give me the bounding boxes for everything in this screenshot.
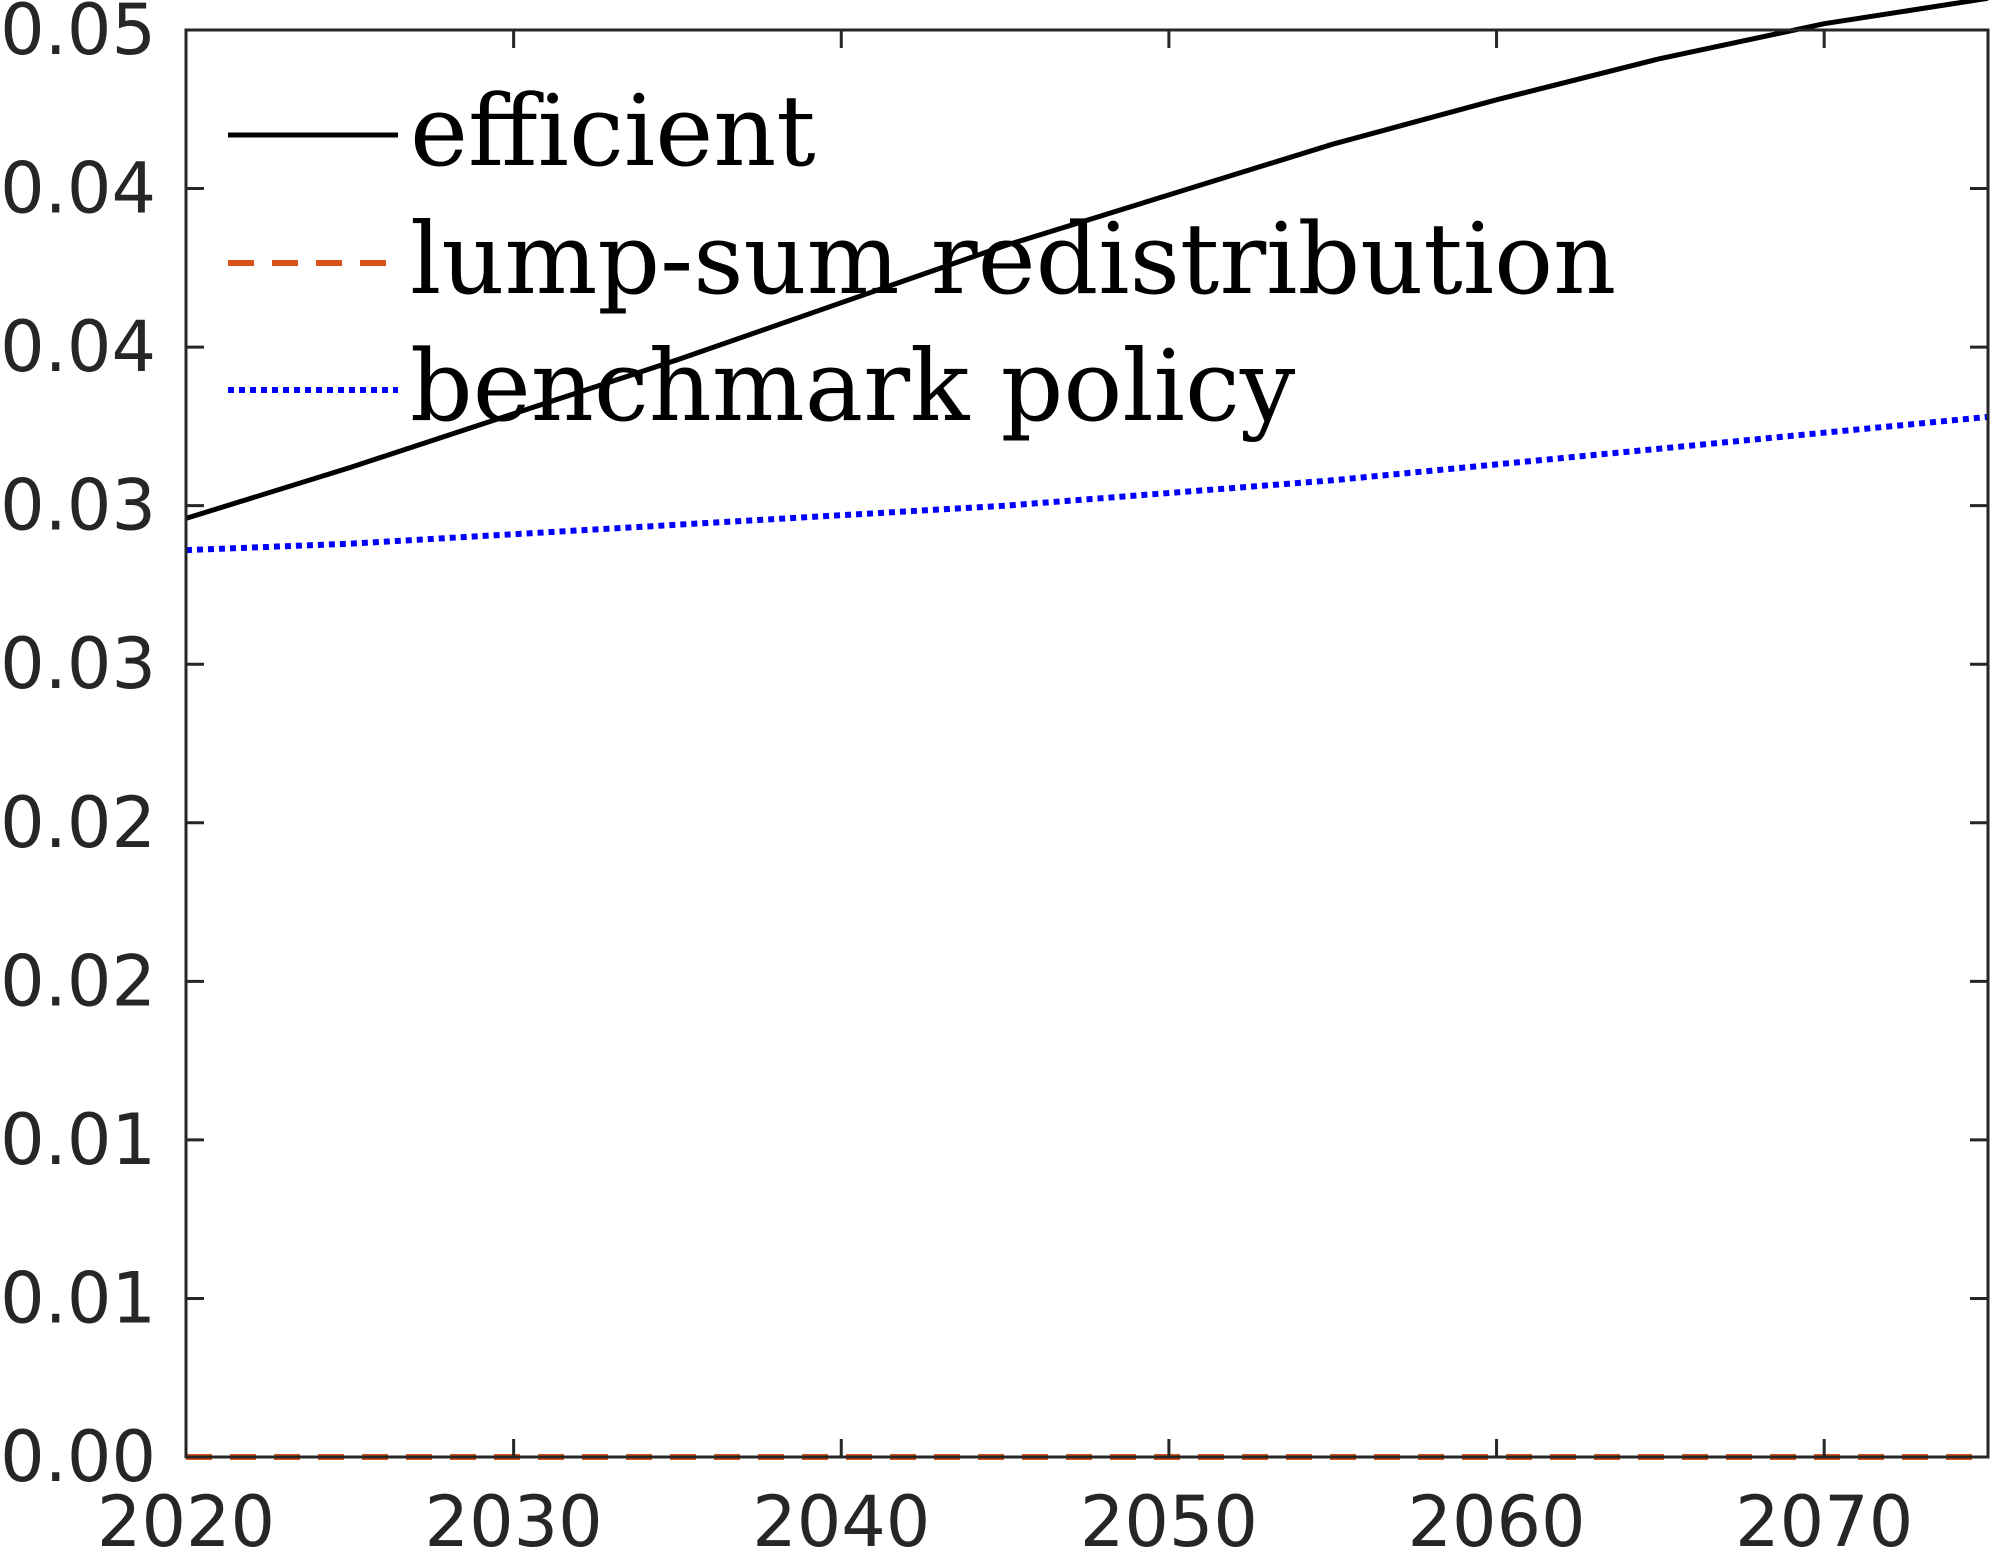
- legend-label-1: lump-sum redistribution: [410, 203, 1616, 317]
- y-tick-label: 0.03: [0, 623, 156, 705]
- legend-label-2: benchmark policy: [410, 330, 1296, 444]
- y-tick-label: 0.01: [0, 1099, 156, 1181]
- x-tick-label: 2050: [1080, 1481, 1258, 1554]
- series-line-2: [185, 413, 1989, 554]
- y-tick-label: 0.02: [0, 782, 156, 864]
- y-tick-label: 0.00: [0, 1416, 156, 1498]
- y-tick-label: 0.01: [0, 1257, 156, 1339]
- x-tick-label: 2020: [97, 1481, 275, 1554]
- x-tick-label: 2060: [1407, 1481, 1585, 1554]
- x-tick-label: 2070: [1735, 1481, 1913, 1554]
- x-tick-label: 2030: [425, 1481, 603, 1554]
- y-tick-label: 0.02: [0, 940, 156, 1022]
- y-tick-label: 0.04: [0, 306, 156, 388]
- y-tick-label: 0.05: [0, 0, 156, 71]
- legend-label-0: efficient: [410, 75, 816, 189]
- legend: efficient lump-sum redistribution benchmar…: [228, 75, 1616, 444]
- plot-background: [186, 30, 1988, 1457]
- series-line-0: [185, 0, 1989, 521]
- plot-frame: [184, 28, 1990, 1459]
- x-tick-label: 2040: [752, 1481, 930, 1554]
- y-tick-label: 0.03: [0, 465, 156, 547]
- y-tick-label: 0.04: [0, 148, 156, 230]
